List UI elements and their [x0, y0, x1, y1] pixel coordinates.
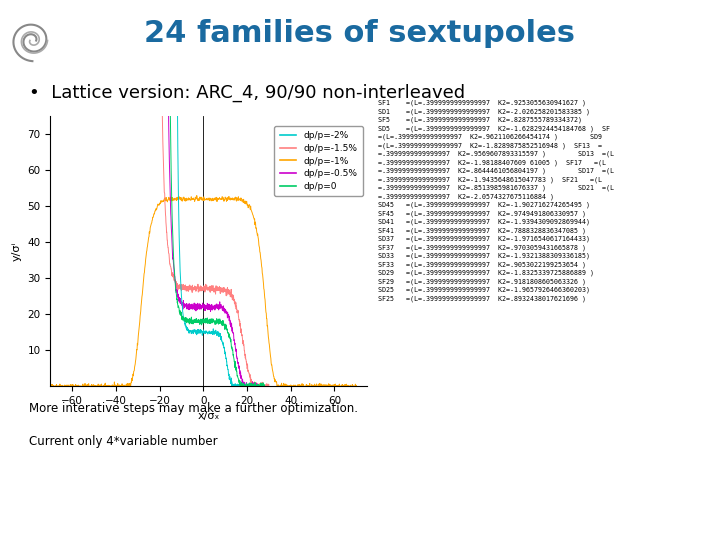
dp/p=-1% [192, 192, 201, 199]
Text: Current only 4*variable number: Current only 4*variable number [29, 435, 217, 448]
dp/p=-1.5% [249, 383, 258, 389]
dp/p=-1% [285, 383, 294, 389]
dp/p=-0.5% [240, 383, 249, 389]
dp/p=0 [169, 255, 178, 262]
Legend: dp/p=-2%, dp/p=-1.5%, dp/p=-1%, dp/p=-0.5%, dp/p=0: dp/p=-2%, dp/p=-1.5%, dp/p=-1%, dp/p=-0.… [274, 126, 363, 197]
dp/p=-1.5% [264, 383, 273, 389]
dp/p=-2% [230, 383, 238, 389]
Line: dp/p=-0.5%: dp/p=-0.5% [120, 0, 258, 386]
Text: 24 families of sextupoles: 24 families of sextupoles [145, 19, 575, 48]
dp/p=0 [260, 383, 269, 389]
dp/p=-0.5% [223, 315, 232, 321]
dp/p=0 [193, 319, 202, 326]
dp/p=-2% [229, 383, 238, 389]
dp/p=-2% [197, 328, 205, 335]
dp/p=-2% [208, 331, 217, 338]
dp/p=0 [210, 318, 219, 325]
Y-axis label: y/σⁱ: y/σⁱ [12, 241, 22, 261]
Text: More interative steps may make a further optimization.: More interative steps may make a further… [29, 402, 358, 415]
Line: dp/p=-1%: dp/p=-1% [50, 195, 356, 386]
dp/p=-2% [247, 383, 256, 389]
dp/p=0 [236, 383, 245, 389]
dp/p=-1.5% [200, 284, 209, 291]
Line: dp/p=-2%: dp/p=-2% [156, 0, 251, 386]
dp/p=-1% [291, 383, 300, 389]
dp/p=-2% [203, 329, 212, 335]
dp/p=-2% [245, 383, 253, 389]
dp/p=-1.5% [205, 283, 214, 289]
dp/p=-0.5% [240, 380, 248, 387]
dp/p=-1% [352, 382, 361, 389]
X-axis label: x/σₓ: x/σₓ [197, 411, 220, 421]
dp/p=-1.5% [196, 287, 204, 293]
dp/p=-1.5% [242, 357, 251, 363]
Text: •  Lattice version: ARC_4, 90/90 non-interleaved: • Lattice version: ARC_4, 90/90 non-inte… [29, 84, 465, 102]
dp/p=-1% [181, 195, 190, 202]
dp/p=-0.5% [253, 382, 262, 389]
dp/p=-0.5% [207, 303, 215, 310]
dp/p=-1% [78, 383, 86, 389]
dp/p=0 [220, 321, 228, 327]
dp/p=0 [230, 359, 238, 365]
dp/p=-1.5% [225, 289, 233, 296]
dp/p=-1% [46, 383, 55, 389]
dp/p=-1% [257, 257, 266, 264]
Text: SF1    =(L=.3999999999999997  K2=.9253055630941627 )
SD1    =(L=.399999999999999: SF1 =(L=.3999999999999997 K2=.9253055630… [378, 100, 614, 302]
Line: dp/p=-1.5%: dp/p=-1.5% [105, 0, 269, 386]
Line: dp/p=0: dp/p=0 [142, 0, 264, 386]
dp/p=-1% [46, 382, 55, 389]
dp/p=-1% [170, 195, 179, 201]
dp/p=-2% [197, 328, 206, 335]
